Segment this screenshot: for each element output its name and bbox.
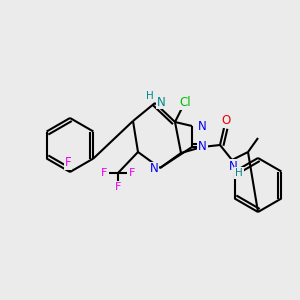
Text: O: O <box>221 115 231 128</box>
Text: N: N <box>198 119 207 133</box>
Text: F: F <box>115 182 121 192</box>
Text: N: N <box>157 95 166 109</box>
Text: N: N <box>229 160 237 172</box>
Text: H: H <box>235 168 243 178</box>
Text: N: N <box>150 163 158 176</box>
Text: F: F <box>101 168 107 178</box>
Text: N: N <box>198 140 207 154</box>
Text: Cl: Cl <box>179 97 191 110</box>
Text: F: F <box>65 157 71 169</box>
Text: F: F <box>129 168 135 178</box>
Text: H: H <box>146 91 154 101</box>
